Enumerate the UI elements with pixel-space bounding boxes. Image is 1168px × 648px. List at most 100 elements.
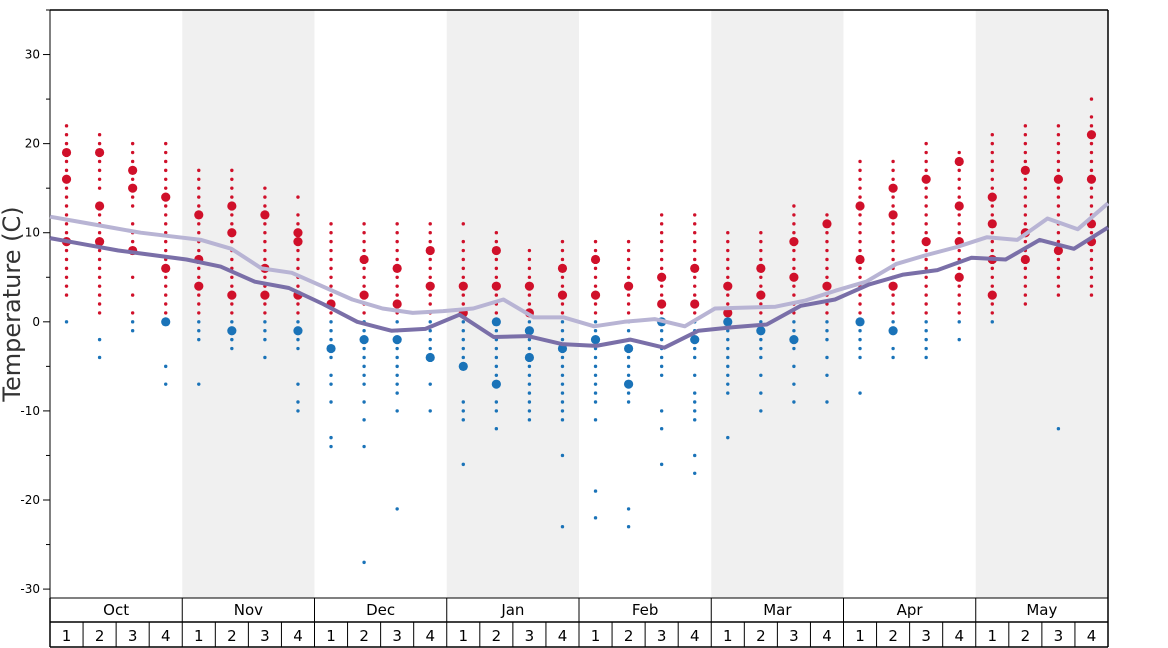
- temperature-dot: [891, 302, 895, 306]
- temperature-dot: [527, 302, 532, 306]
- temperature-dot: [560, 391, 565, 395]
- temperature-dot: [593, 275, 598, 279]
- temperature-dot: [61, 174, 72, 184]
- temperature-dot: [1023, 204, 1028, 208]
- temperature-dot: [990, 266, 994, 271]
- temperature-dot: [362, 231, 366, 235]
- mean-line: [49, 201, 1110, 329]
- temperature-dot: [626, 391, 631, 395]
- temperature-dot: [293, 237, 303, 247]
- temperature-dot: [726, 346, 730, 351]
- temperature-dot: [759, 311, 763, 315]
- temperature-dot: [560, 418, 565, 422]
- temperature-dot: [97, 186, 102, 190]
- temperature-dot: [626, 266, 631, 271]
- temperature-dot: [693, 293, 697, 297]
- temperature-dot: [792, 257, 796, 262]
- temperature-dot: [64, 275, 69, 279]
- temperature-dot: [726, 355, 730, 360]
- temperature-dot: [395, 293, 399, 297]
- temperature-dot: [957, 213, 961, 217]
- temperature-dot: [1053, 174, 1064, 184]
- temperature-dot: [557, 290, 568, 300]
- temperature-dot: [263, 186, 267, 190]
- temperature-dot: [230, 337, 234, 342]
- temperature-dot: [329, 382, 333, 386]
- temperature-dot: [924, 346, 928, 351]
- temperature-dot: [693, 346, 697, 351]
- temperature-dot: [194, 281, 204, 291]
- temperature-dot: [164, 382, 168, 386]
- temperature-dot: [1056, 195, 1061, 199]
- temperature-dot: [494, 373, 499, 377]
- temperature-dot: [494, 427, 499, 431]
- temperature-dot: [230, 302, 234, 306]
- week-label: 2: [756, 627, 766, 645]
- temperature-dot: [858, 346, 862, 351]
- week-label: 1: [723, 627, 733, 645]
- temperature-dot: [428, 337, 432, 342]
- temperature-dot: [97, 337, 102, 342]
- temperature-dot: [560, 257, 565, 262]
- temperature-dot: [527, 418, 532, 422]
- temperature-dot: [822, 281, 832, 291]
- temperature-dot: [392, 263, 402, 273]
- y-tick-label: -30: [20, 582, 40, 596]
- temperature-dot: [560, 373, 565, 377]
- temperature-dot: [197, 293, 201, 297]
- temperature-dot: [1089, 266, 1094, 271]
- temperature-dot: [924, 337, 928, 342]
- temperature-dot: [263, 302, 267, 306]
- temperature-dot: [1023, 159, 1028, 164]
- week-label: 3: [392, 627, 402, 645]
- temperature-dot: [527, 409, 532, 413]
- temperature-dot: [362, 222, 366, 226]
- temperature-dot: [428, 257, 432, 262]
- temperature-dot: [1023, 124, 1028, 128]
- temperature-dot: [97, 266, 102, 271]
- temperature-dot: [197, 186, 201, 190]
- temperature-dot: [759, 248, 763, 253]
- temperature-dot: [726, 391, 730, 395]
- y-tick-label: -10: [20, 404, 40, 418]
- temperature-dot: [924, 213, 928, 217]
- temperature-dot: [759, 355, 763, 360]
- temperature-dot: [64, 248, 69, 253]
- temperature-dot: [924, 266, 928, 271]
- temperature-dot: [1053, 245, 1064, 256]
- temperature-dot: [130, 275, 135, 279]
- temperature-dot: [494, 275, 499, 279]
- week-label: 4: [425, 627, 435, 645]
- temperature-dot: [329, 248, 333, 253]
- temperature-dot: [659, 311, 664, 315]
- temperature-dot: [227, 201, 237, 211]
- temperature-dot: [64, 284, 69, 288]
- temperature-dot: [957, 150, 961, 155]
- temperature-dot: [1089, 115, 1094, 119]
- temperature-dot: [792, 400, 796, 404]
- temperature-dot: [888, 210, 898, 220]
- temperature-dot: [494, 355, 499, 360]
- temperature-dot: [494, 231, 499, 235]
- temperature-dot: [230, 311, 234, 315]
- temperature-dot: [626, 275, 631, 279]
- temperature-dot: [924, 141, 928, 146]
- temperature-dot: [759, 346, 763, 351]
- temperature-dot: [227, 228, 237, 238]
- temperature-dot: [1056, 231, 1061, 235]
- temperature-dot: [130, 239, 135, 244]
- temperature-dot: [792, 222, 796, 226]
- temperature-dot: [858, 302, 862, 306]
- temperature-dot: [659, 257, 664, 262]
- temperature-dot: [161, 317, 171, 327]
- temperature-dot: [527, 373, 532, 377]
- temperature-dot: [626, 364, 631, 369]
- temperature-dot: [726, 373, 730, 377]
- temperature-dot: [395, 409, 399, 413]
- temperature-dot: [329, 266, 333, 271]
- temperature-dot: [924, 302, 928, 306]
- temperature-dot: [194, 210, 204, 220]
- temperature-dot: [296, 302, 300, 306]
- temperature-dot: [858, 337, 862, 342]
- temperature-dot: [230, 284, 234, 288]
